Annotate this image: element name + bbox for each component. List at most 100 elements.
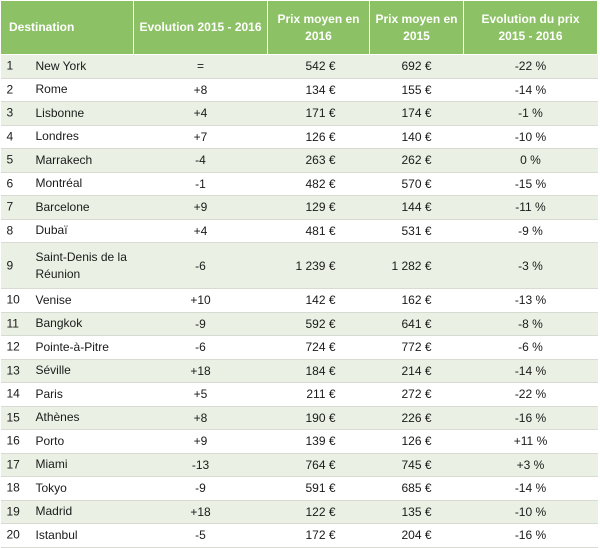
price-2016-cell: 190 € [267, 406, 370, 430]
destination-cell: 11 Bangkok [0, 312, 134, 336]
destination-name: Athènes [35, 410, 80, 425]
price-2016-cell: 263 € [267, 148, 370, 173]
destination-name: Paris [35, 386, 63, 401]
destination-name: Istanbul [35, 527, 78, 542]
table-row: 15 Athènes +8 190 €226 € -16 % [0, 406, 598, 430]
evolution-cell: -6 [133, 242, 268, 289]
price-evolution-cell: 0 % [463, 148, 598, 173]
table-row: 11 Bangkok -9 592 €641 € -8 % [0, 312, 598, 336]
price-evolution-cell: -15 % [463, 172, 598, 196]
evolution-cell: = [133, 54, 268, 79]
table-row: 5 Marrakech -4 263 €262 €0 % [0, 148, 598, 173]
price-evolution-cell: +11 % [463, 429, 598, 454]
destination-name: Venise [35, 292, 72, 307]
rank-number: 17 [6, 457, 20, 472]
price-2016-cell: 126 € [267, 125, 370, 149]
price-evolution-cell: -16 % [463, 523, 598, 548]
destination-name: Miami [35, 457, 68, 472]
evolution-cell: +5 [133, 382, 268, 407]
price-2015-cell: 272 € [369, 382, 464, 407]
destination-cell: 14 Paris [0, 382, 134, 407]
price-2016-cell: 122 € [267, 500, 370, 524]
destination-cell: 4 Londres [0, 125, 134, 149]
destination-name: Londres [35, 129, 79, 144]
price-evolution-cell: -8 % [463, 312, 598, 336]
price-2016-cell: 134 € [267, 78, 370, 102]
price-2015-cell: 204 € [369, 523, 464, 548]
evolution-cell: -4 [133, 148, 268, 173]
table-row: 3 Lisbonne +4 171 €174 € -1 % [0, 101, 598, 126]
header-price-2015: Prix moyen en 2015 [369, 0, 464, 55]
price-2016-cell: 764 € [267, 453, 370, 477]
rank-number: 19 [6, 504, 20, 519]
price-2016-cell: 482 € [267, 172, 370, 196]
destination-name: Porto [35, 433, 65, 448]
evolution-cell: +18 [133, 500, 268, 524]
evolution-cell: -5 [133, 523, 268, 548]
destination-cell: 16 Porto [0, 429, 134, 454]
price-2015-cell: 135 € [369, 500, 464, 524]
rank-number: 2 [6, 82, 14, 97]
table-row: 9 Saint-Denis de la Réunion -6 1 239 €1 282… [0, 242, 598, 289]
price-2015-cell: 570 € [369, 172, 464, 196]
price-2015-cell: 155 € [369, 78, 464, 102]
price-2015-cell: 1 282 € [369, 242, 464, 289]
destination-cell: 9 Saint-Denis de la Réunion [0, 242, 134, 289]
rank-number: 20 [6, 527, 20, 542]
destination-cell: 1 New York [0, 54, 134, 79]
destination-cell: 19 Madrid [0, 500, 134, 524]
table-header: Destination Evolution 2015 - 2016 Prix m… [0, 0, 598, 55]
price-evolution-cell: -10 % [463, 500, 598, 524]
table-row: 7 Barcelone +9 129 €144 € -11 % [0, 195, 598, 220]
price-2015-cell: 685 € [369, 476, 464, 501]
price-2015-cell: 214 € [369, 359, 464, 383]
evolution-cell: -13 [133, 453, 268, 477]
price-2016-cell: 129 € [267, 195, 370, 220]
rank-number: 1 [6, 58, 14, 73]
destination-cell: 10 Venise [0, 288, 134, 313]
evolution-cell: -9 [133, 312, 268, 336]
price-evolution-cell: -6 % [463, 335, 598, 360]
destination-cell: 20 Istanbul [0, 523, 134, 548]
price-evolution-cell: -22 % [463, 382, 598, 407]
destination-cell: 6 Montréal [0, 172, 134, 196]
table-row: 2 Rome +8 134 €155 € -14 % [0, 78, 598, 102]
evolution-cell: +9 [133, 429, 268, 454]
header-price-2016: Prix moyen en 2016 [267, 0, 370, 55]
rank-number: 4 [6, 129, 14, 144]
evolution-cell: +4 [133, 101, 268, 126]
destination-name: Pointe-à-Pitre [35, 339, 109, 354]
price-2015-cell: 641 € [369, 312, 464, 336]
price-evolution-cell: -3 % [463, 242, 598, 289]
price-evolution-cell: -9 % [463, 219, 598, 243]
evolution-cell: +10 [133, 288, 268, 313]
table-row: 18 Tokyo -9 591 €685 € -14 % [0, 476, 598, 501]
table-row: 1 New York = 542 €692 € -22 % [0, 54, 598, 79]
price-2015-cell: 262 € [369, 148, 464, 173]
table-row: 17 Miami -13 764 €745 € +3 % [0, 453, 598, 477]
rank-number: 15 [6, 410, 20, 425]
rank-number: 12 [6, 339, 20, 354]
rank-number: 13 [6, 363, 20, 378]
rank-number: 16 [6, 433, 20, 448]
destination-name: Séville [35, 363, 71, 378]
table-body: 1 New York = 542 €692 € -22 % 2 Rome +8 134 €155… [0, 54, 598, 548]
destination-name: Rome [35, 82, 68, 97]
table-row: 16 Porto +9 139 €126 € +11 % [0, 429, 598, 454]
price-2015-cell: 144 € [369, 195, 464, 220]
table-row: 12 Pointe-à-Pitre -6 724 €772 € -6 % [0, 335, 598, 360]
destination-cell: 8 Dubaï [0, 219, 134, 243]
table-row: 10 Venise +10 142 €162 € -13 % [0, 288, 598, 313]
rank-number: 6 [6, 176, 14, 191]
evolution-cell: +8 [133, 406, 268, 430]
table-row: 4 Londres +7 126 €140 € -10 % [0, 125, 598, 149]
table-row: 6 Montréal -1 482 €570 € -15 % [0, 172, 598, 196]
rank-number: 7 [6, 199, 14, 214]
price-evolution-cell: -10 % [463, 125, 598, 149]
price-2015-cell: 162 € [369, 288, 464, 313]
rank-number: 18 [6, 480, 20, 495]
rank-number: 5 [6, 152, 14, 167]
price-evolution-cell: -13 % [463, 288, 598, 313]
rank-number: 9 [6, 258, 14, 272]
price-evolution-cell: -11 % [463, 195, 598, 220]
